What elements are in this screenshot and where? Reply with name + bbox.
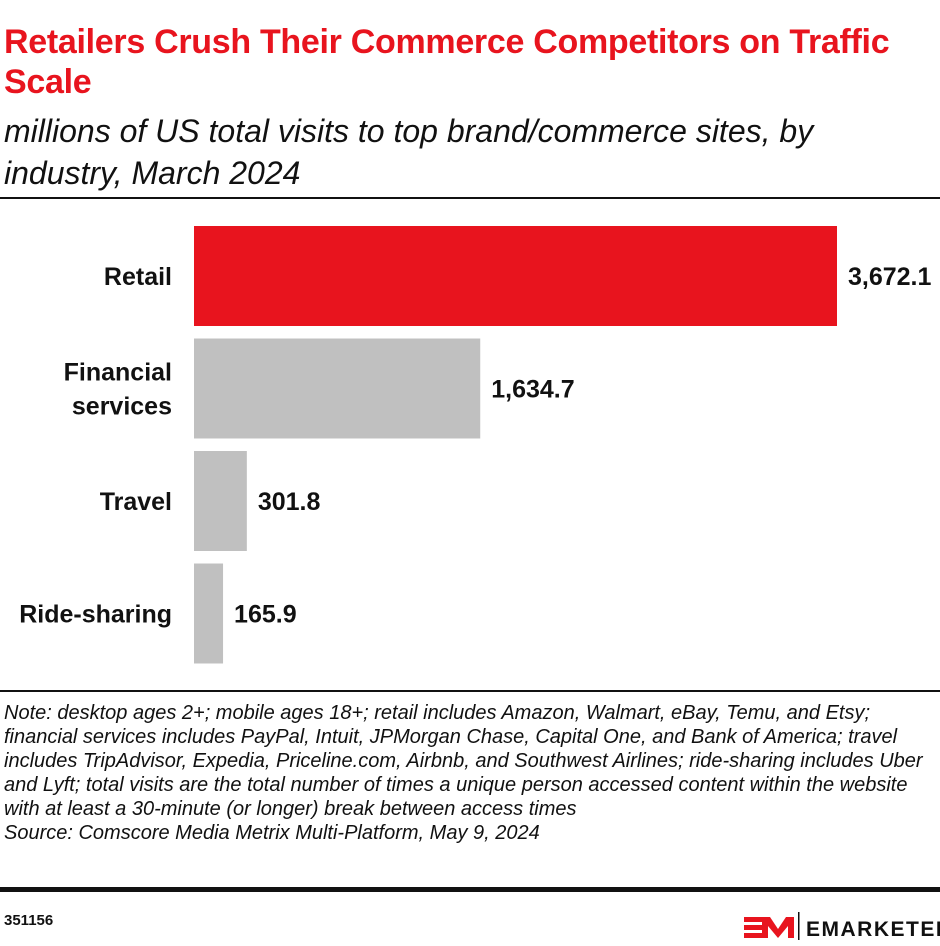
- category-label: Financial: [64, 359, 172, 387]
- top-divider: [0, 197, 940, 199]
- category-label: Retail: [104, 263, 172, 291]
- note-text: Note: desktop ages 2+; mobile ages 18+; …: [4, 702, 923, 820]
- category-label: Travel: [100, 488, 172, 516]
- bar-travel: [194, 451, 247, 551]
- category-label: services: [72, 393, 172, 421]
- emarketer-logo: EMARKETER: [744, 912, 940, 940]
- note-divider: [0, 690, 940, 692]
- source-text: Source: Comscore Media Metrix Multi-Plat…: [4, 822, 540, 844]
- chart-note: Note: desktop ages 2+; mobile ages 18+; …: [4, 701, 934, 845]
- footer-divider: [0, 887, 940, 892]
- chart-title: Retailers Crush Their Commerce Competito…: [4, 23, 890, 101]
- category-label: Ride-sharing: [19, 601, 172, 629]
- brand-name: EMARKETER: [806, 918, 940, 940]
- data-label: 165.9: [234, 601, 297, 629]
- bar-chart: Retail 3,672.1 Financial services 1,634.7 Tra…: [19, 226, 932, 664]
- bar-retail: [194, 226, 837, 326]
- chart-subtitle: millions of US total visits to top brand…: [4, 113, 814, 191]
- chart-id: 351156: [4, 912, 54, 929]
- data-label: 1,634.7: [491, 376, 574, 404]
- data-label: 301.8: [258, 488, 321, 516]
- bar-ride-sharing: [194, 563, 224, 664]
- bar-financial-services: [194, 338, 481, 439]
- data-label: 3,672.1: [848, 263, 932, 291]
